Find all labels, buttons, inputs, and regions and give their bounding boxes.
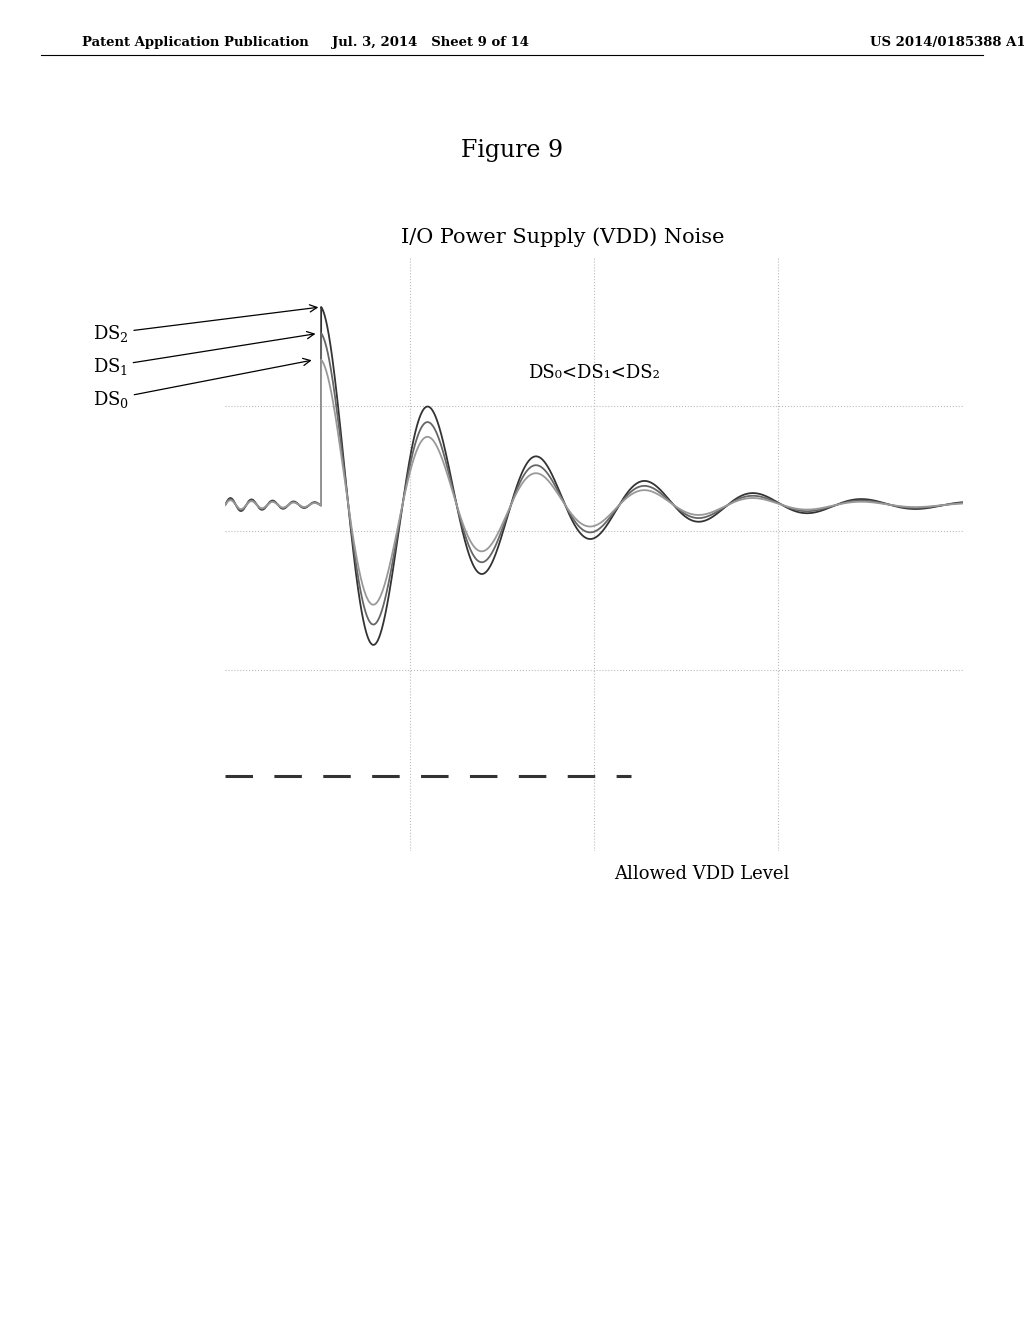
Text: DS₀<DS₁<DS₂: DS₀<DS₁<DS₂ (528, 364, 659, 383)
Text: Allowed VDD Level: Allowed VDD Level (614, 865, 790, 883)
Text: Figure 9: Figure 9 (461, 139, 563, 161)
Text: $\mathregular{DS_1}$: $\mathregular{DS_1}$ (92, 331, 314, 376)
Text: I/O Power Supply (VDD) Noise: I/O Power Supply (VDD) Noise (401, 227, 725, 247)
Text: US 2014/0185388 A1: US 2014/0185388 A1 (870, 36, 1024, 49)
Text: Patent Application Publication: Patent Application Publication (82, 36, 308, 49)
Text: $\mathregular{DS_0}$: $\mathregular{DS_0}$ (92, 358, 310, 409)
Text: Jul. 3, 2014   Sheet 9 of 14: Jul. 3, 2014 Sheet 9 of 14 (332, 36, 528, 49)
Text: $\mathregular{DS_2}$: $\mathregular{DS_2}$ (92, 305, 317, 343)
